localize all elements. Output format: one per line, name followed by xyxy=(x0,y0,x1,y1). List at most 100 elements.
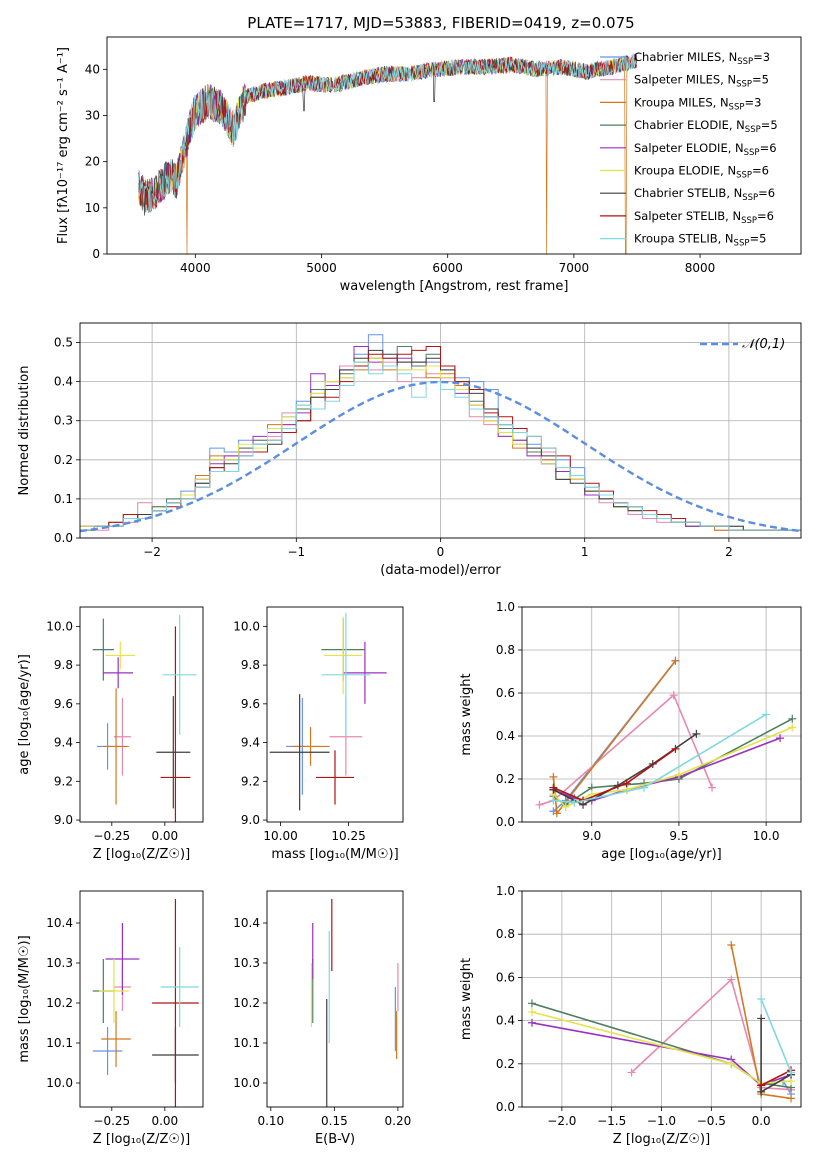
y-axis-label: age [log₁₀(age/yr)] xyxy=(17,654,32,775)
weight-point-marker xyxy=(708,783,717,792)
y-axis-label: Normed distribution xyxy=(17,366,32,496)
x-tick-label: 1 xyxy=(581,545,589,559)
y-tick-label: 9.8 xyxy=(241,658,260,672)
x-axis-label: mass [log₁₀(M/M☉)] xyxy=(271,847,398,862)
axes-frame xyxy=(79,890,204,1108)
weight-point-marker xyxy=(622,779,631,788)
mass-weight-vs-Z-panel: −2.0 −1.5 −1.0 −0.5 0.0 0.0 0.2 0.4 0.6 0.8 1.0 Z [… xyxy=(459,884,802,1147)
weight-point-marker xyxy=(776,734,785,743)
x-tick-label: 9.0 xyxy=(582,829,601,843)
x-axis-label: Z [log₁₀(Z/Z☉)] xyxy=(93,847,190,862)
axes-frame xyxy=(79,322,802,539)
legend-entry: Chabrier ELODIE, NSSP=5 xyxy=(634,118,778,135)
y-tick-label: 0.4 xyxy=(496,729,515,743)
weight-point-marker xyxy=(757,1014,766,1023)
weight-point-marker xyxy=(671,744,680,753)
mass-vs-EBV-panel: 0.10 0.15 0.20 10.0 10.1 10.2 10.3 10.4 E(B-V) xyxy=(233,890,412,1147)
mass-vs-Z-plot-area xyxy=(92,899,199,1107)
weight-point-marker xyxy=(549,796,558,805)
y-tick-label: 10.0 xyxy=(46,1076,73,1090)
weight-point-marker xyxy=(552,809,561,818)
y-tick-label: 10 xyxy=(85,201,100,215)
residuals-panel: −2 −1 0 1 2 0.0 0.1 0.2 0.3 0.4 0.5 (data-model)/er… xyxy=(17,322,802,578)
y-tick-label: 0.0 xyxy=(496,1100,515,1114)
age-vs-mass-plot-area xyxy=(269,612,387,811)
y-tick-label: 0 xyxy=(92,247,100,261)
axes-frame xyxy=(521,890,802,1108)
x-tick-label: 9.5 xyxy=(669,829,688,843)
axes-frame xyxy=(266,606,404,823)
weight-point-marker xyxy=(727,1059,736,1068)
y-tick-label: 9.4 xyxy=(241,736,260,750)
x-tick-label: −2 xyxy=(143,545,161,559)
weight-point-marker xyxy=(527,999,536,1008)
x-tick-label: 2 xyxy=(725,545,733,559)
y-tick-label: 0.6 xyxy=(496,686,515,700)
axes-frame xyxy=(106,36,802,255)
weight-point-marker xyxy=(549,772,558,781)
mass-weight-vs-Z-plot-area xyxy=(527,941,796,1103)
normal-curve xyxy=(80,380,801,533)
y-tick-label: 9.6 xyxy=(54,697,73,711)
x-tick-label: 0.20 xyxy=(385,1114,412,1128)
x-tick-label: 0.00 xyxy=(151,1114,178,1128)
x-tick-label: −2.0 xyxy=(547,1114,576,1128)
x-tick-label: −1 xyxy=(287,545,305,559)
y-tick-label: 0.2 xyxy=(496,1057,515,1071)
axes-frame xyxy=(79,606,204,823)
y-tick-label: 0.0 xyxy=(54,531,73,545)
x-tick-label: 8000 xyxy=(685,261,716,275)
y-tick-label: 0.5 xyxy=(54,336,73,350)
y-tick-label: 9.0 xyxy=(241,813,260,827)
legend-entry: Chabrier STELIB, NSSP=6 xyxy=(634,186,775,203)
weight-point-marker xyxy=(727,941,736,949)
spectrum-plot-area xyxy=(138,52,638,254)
weight-series-line xyxy=(531,1011,792,1085)
y-tick-label: 10.3 xyxy=(233,956,260,970)
x-tick-label: −0.25 xyxy=(93,1114,130,1128)
y-axis-label: Flux [fλ10⁻¹⁷ erg cm⁻² s⁻¹ A⁻¹] xyxy=(56,47,71,244)
legend-entry: Chabrier MILES, NSSP=3 xyxy=(634,50,770,67)
y-tick-label: 9.4 xyxy=(54,736,73,750)
weight-point-marker xyxy=(570,798,579,807)
weight-point-marker xyxy=(787,1094,796,1103)
x-axis-label: Z [log₁₀(Z/Z☉)] xyxy=(613,1132,710,1147)
spectrum-panel: 4000 5000 6000 7000 8000 0 10 20 30 40 wavelength … xyxy=(56,36,802,294)
x-tick-label: −1.5 xyxy=(597,1114,626,1128)
legend-entry: 𝒩(0,1) xyxy=(742,337,785,352)
weight-series-line xyxy=(760,1069,792,1087)
axes-frame xyxy=(266,890,404,1108)
y-tick-label: 20 xyxy=(85,155,100,169)
x-tick-label: 0.10 xyxy=(257,1114,284,1128)
y-tick-label: 9.0 xyxy=(54,813,73,827)
weight-point-marker xyxy=(757,1081,766,1090)
spectrum-series-line xyxy=(138,54,637,213)
histogram-series xyxy=(80,361,801,538)
x-tick-label: 0 xyxy=(437,545,445,559)
y-tick-label: 0.0 xyxy=(496,815,515,829)
y-axis-label: mass [log₁₀(M/M☉)] xyxy=(17,935,32,1062)
y-tick-label: 0.2 xyxy=(496,772,515,786)
y-tick-label: 9.2 xyxy=(54,774,73,788)
y-tick-label: 1.0 xyxy=(496,600,515,614)
figure-title: PLATE=1717, MJD=53883, FIBERID=0419, z=0… xyxy=(247,14,634,32)
weight-series-line xyxy=(539,693,713,806)
weight-point-marker xyxy=(640,783,649,792)
weight-point-marker xyxy=(535,800,544,809)
weight-point-marker xyxy=(787,1068,796,1077)
spectrum-series-line xyxy=(138,55,638,209)
weight-point-marker xyxy=(549,783,558,792)
x-axis-label: (data-model)/error xyxy=(380,563,501,578)
y-tick-label: 9.2 xyxy=(241,774,260,788)
weight-point-marker xyxy=(762,710,771,719)
x-tick-label: −1.0 xyxy=(647,1114,676,1128)
weight-point-marker xyxy=(727,975,736,984)
x-axis-label: Z [log₁₀(Z/Z☉)] xyxy=(93,1132,190,1147)
y-tick-label: 30 xyxy=(85,108,100,122)
x-tick-label: 4000 xyxy=(180,261,211,275)
legend-entry: Salpeter STELIB, NSSP=6 xyxy=(634,209,774,226)
weight-point-marker xyxy=(527,1018,536,1027)
legend-entry: Kroupa MILES, NSSP=3 xyxy=(634,95,761,112)
y-tick-label: 1.0 xyxy=(496,884,515,898)
mass-vs-EBV-plot-area xyxy=(310,899,399,1107)
